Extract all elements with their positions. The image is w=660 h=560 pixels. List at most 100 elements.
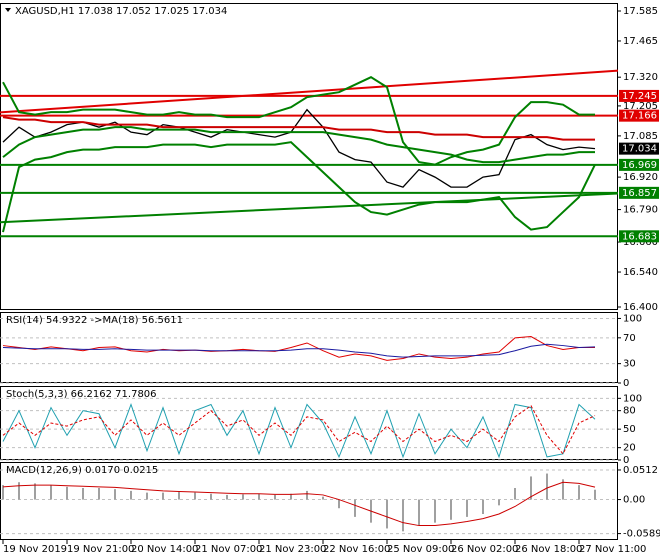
x-tick-label: 22 Nov 16:00 bbox=[323, 544, 390, 555]
y-tick-label: 0.0512 bbox=[623, 465, 658, 476]
x-tick-label: 19 Nov 21:00 bbox=[67, 544, 134, 555]
level-label: 16.969 bbox=[622, 160, 657, 171]
y-tick-label: 0.00 bbox=[623, 495, 645, 506]
indicator-line bbox=[2, 343, 596, 358]
histogram-bar bbox=[2, 485, 4, 500]
y-tick-label: 17.320 bbox=[623, 72, 658, 83]
y-tick-label: 0 bbox=[623, 455, 629, 466]
indicator-line bbox=[2, 405, 596, 455]
x-tick-label: 20 Nov 14:00 bbox=[131, 544, 198, 555]
histogram-bar bbox=[546, 473, 548, 500]
pane-title: Stoch(5,3,3) 66.2162 71.7806 bbox=[6, 389, 157, 400]
x-tick-label: 19 Nov 2019 bbox=[3, 544, 67, 555]
y-tick-label: 20 bbox=[623, 443, 636, 454]
histogram-bar bbox=[450, 499, 452, 520]
indicator-line bbox=[2, 481, 596, 527]
level-label: 16.857 bbox=[622, 188, 657, 199]
histogram-bar bbox=[402, 499, 404, 532]
level-label: 16.683 bbox=[622, 231, 657, 242]
x-tick-label: 26 Nov 02:00 bbox=[451, 544, 518, 555]
price-tag bbox=[619, 142, 659, 155]
histogram-bar bbox=[146, 492, 148, 500]
trend-line bbox=[0, 192, 618, 224]
histogram-bar bbox=[354, 499, 356, 517]
level-tag bbox=[619, 109, 659, 122]
y-tick-label: 70 bbox=[623, 333, 636, 344]
y-tick-label: 16.400 bbox=[623, 302, 658, 313]
histogram-bar bbox=[498, 499, 500, 506]
indicator-line bbox=[2, 336, 595, 361]
x-tick-label: 26 Nov 18:00 bbox=[515, 544, 582, 555]
histogram-bar bbox=[210, 493, 212, 500]
indicator-line bbox=[2, 403, 596, 459]
histogram-bar bbox=[482, 499, 484, 514]
histogram-bar bbox=[578, 485, 580, 500]
histogram-bar bbox=[290, 493, 292, 500]
plot bbox=[2, 473, 596, 532]
y-tick-label: 17.085 bbox=[623, 131, 658, 142]
plot bbox=[2, 336, 596, 361]
level-tag bbox=[619, 230, 659, 243]
histogram-bar bbox=[514, 488, 516, 500]
histogram-bar bbox=[18, 482, 20, 500]
histogram-bar bbox=[130, 490, 132, 500]
histogram-bar bbox=[338, 499, 340, 509]
histogram-bar bbox=[530, 476, 532, 500]
x-tick-label: 27 Nov 11:00 bbox=[579, 544, 646, 555]
x-tick-label: 25 Nov 09:00 bbox=[387, 544, 454, 555]
pane-title: RSI(14) 54.9322 ->MA(18) 56.5611 bbox=[6, 315, 183, 326]
level-label: 17.166 bbox=[622, 111, 657, 122]
histogram-bar bbox=[114, 489, 116, 500]
histogram-bar bbox=[226, 494, 228, 500]
y-tick-label: 17.205 bbox=[623, 101, 658, 112]
histogram-bar bbox=[466, 499, 468, 517]
y-tick-label: 16.660 bbox=[623, 237, 658, 248]
level-tag bbox=[619, 186, 659, 199]
histogram-bar bbox=[178, 492, 180, 500]
histogram-bar bbox=[242, 494, 244, 500]
indicator-line bbox=[2, 76, 595, 166]
pane-title: MACD(12,26,9) 0.0170 0.0215 bbox=[6, 465, 158, 476]
histogram-bar bbox=[258, 493, 260, 500]
histogram-bar bbox=[66, 486, 68, 500]
y-tick-label: 16.540 bbox=[623, 267, 658, 278]
pane-frame bbox=[0, 312, 618, 383]
level-tag bbox=[619, 89, 659, 102]
trend-line bbox=[0, 69, 618, 114]
indicator-line bbox=[2, 141, 596, 233]
price-label: 17.034 bbox=[622, 144, 657, 155]
y-tick-label: 17.585 bbox=[623, 6, 658, 17]
pane-frame bbox=[0, 462, 618, 540]
y-tick-label: 16.790 bbox=[623, 205, 658, 216]
histogram-bar bbox=[50, 485, 52, 500]
menu-arrow bbox=[5, 8, 11, 12]
price-line bbox=[2, 108, 596, 188]
histogram-bar bbox=[418, 499, 420, 526]
level-tag bbox=[619, 158, 659, 171]
y-tick-label: -0.0589 bbox=[623, 529, 660, 540]
histogram-bar bbox=[98, 488, 100, 500]
histogram-bar bbox=[434, 499, 436, 523]
y-tick-label: 16.920 bbox=[623, 172, 658, 183]
histogram-bar bbox=[562, 479, 564, 500]
y-tick-label: 17.465 bbox=[623, 36, 658, 47]
x-tick-label: 21 Nov 23:00 bbox=[259, 544, 326, 555]
y-tick-label: 30 bbox=[623, 359, 636, 370]
y-tick-label: 50 bbox=[623, 424, 636, 435]
indicator-line bbox=[2, 116, 595, 141]
y-tick-label: 100 bbox=[623, 313, 642, 324]
y-tick-label: 0 bbox=[623, 378, 629, 389]
histogram-bar bbox=[322, 496, 324, 500]
histogram-bar bbox=[274, 494, 276, 500]
y-tick-label: 80 bbox=[623, 406, 636, 417]
histogram-bar bbox=[82, 488, 84, 500]
plot bbox=[0, 69, 618, 238]
plot bbox=[2, 403, 596, 459]
pane-frame bbox=[0, 3, 618, 310]
level-label: 17.245 bbox=[622, 91, 657, 102]
histogram-bar bbox=[34, 483, 36, 500]
histogram-bar bbox=[594, 489, 596, 500]
y-tick-label: 100 bbox=[623, 393, 642, 404]
histogram-bar bbox=[194, 492, 196, 500]
